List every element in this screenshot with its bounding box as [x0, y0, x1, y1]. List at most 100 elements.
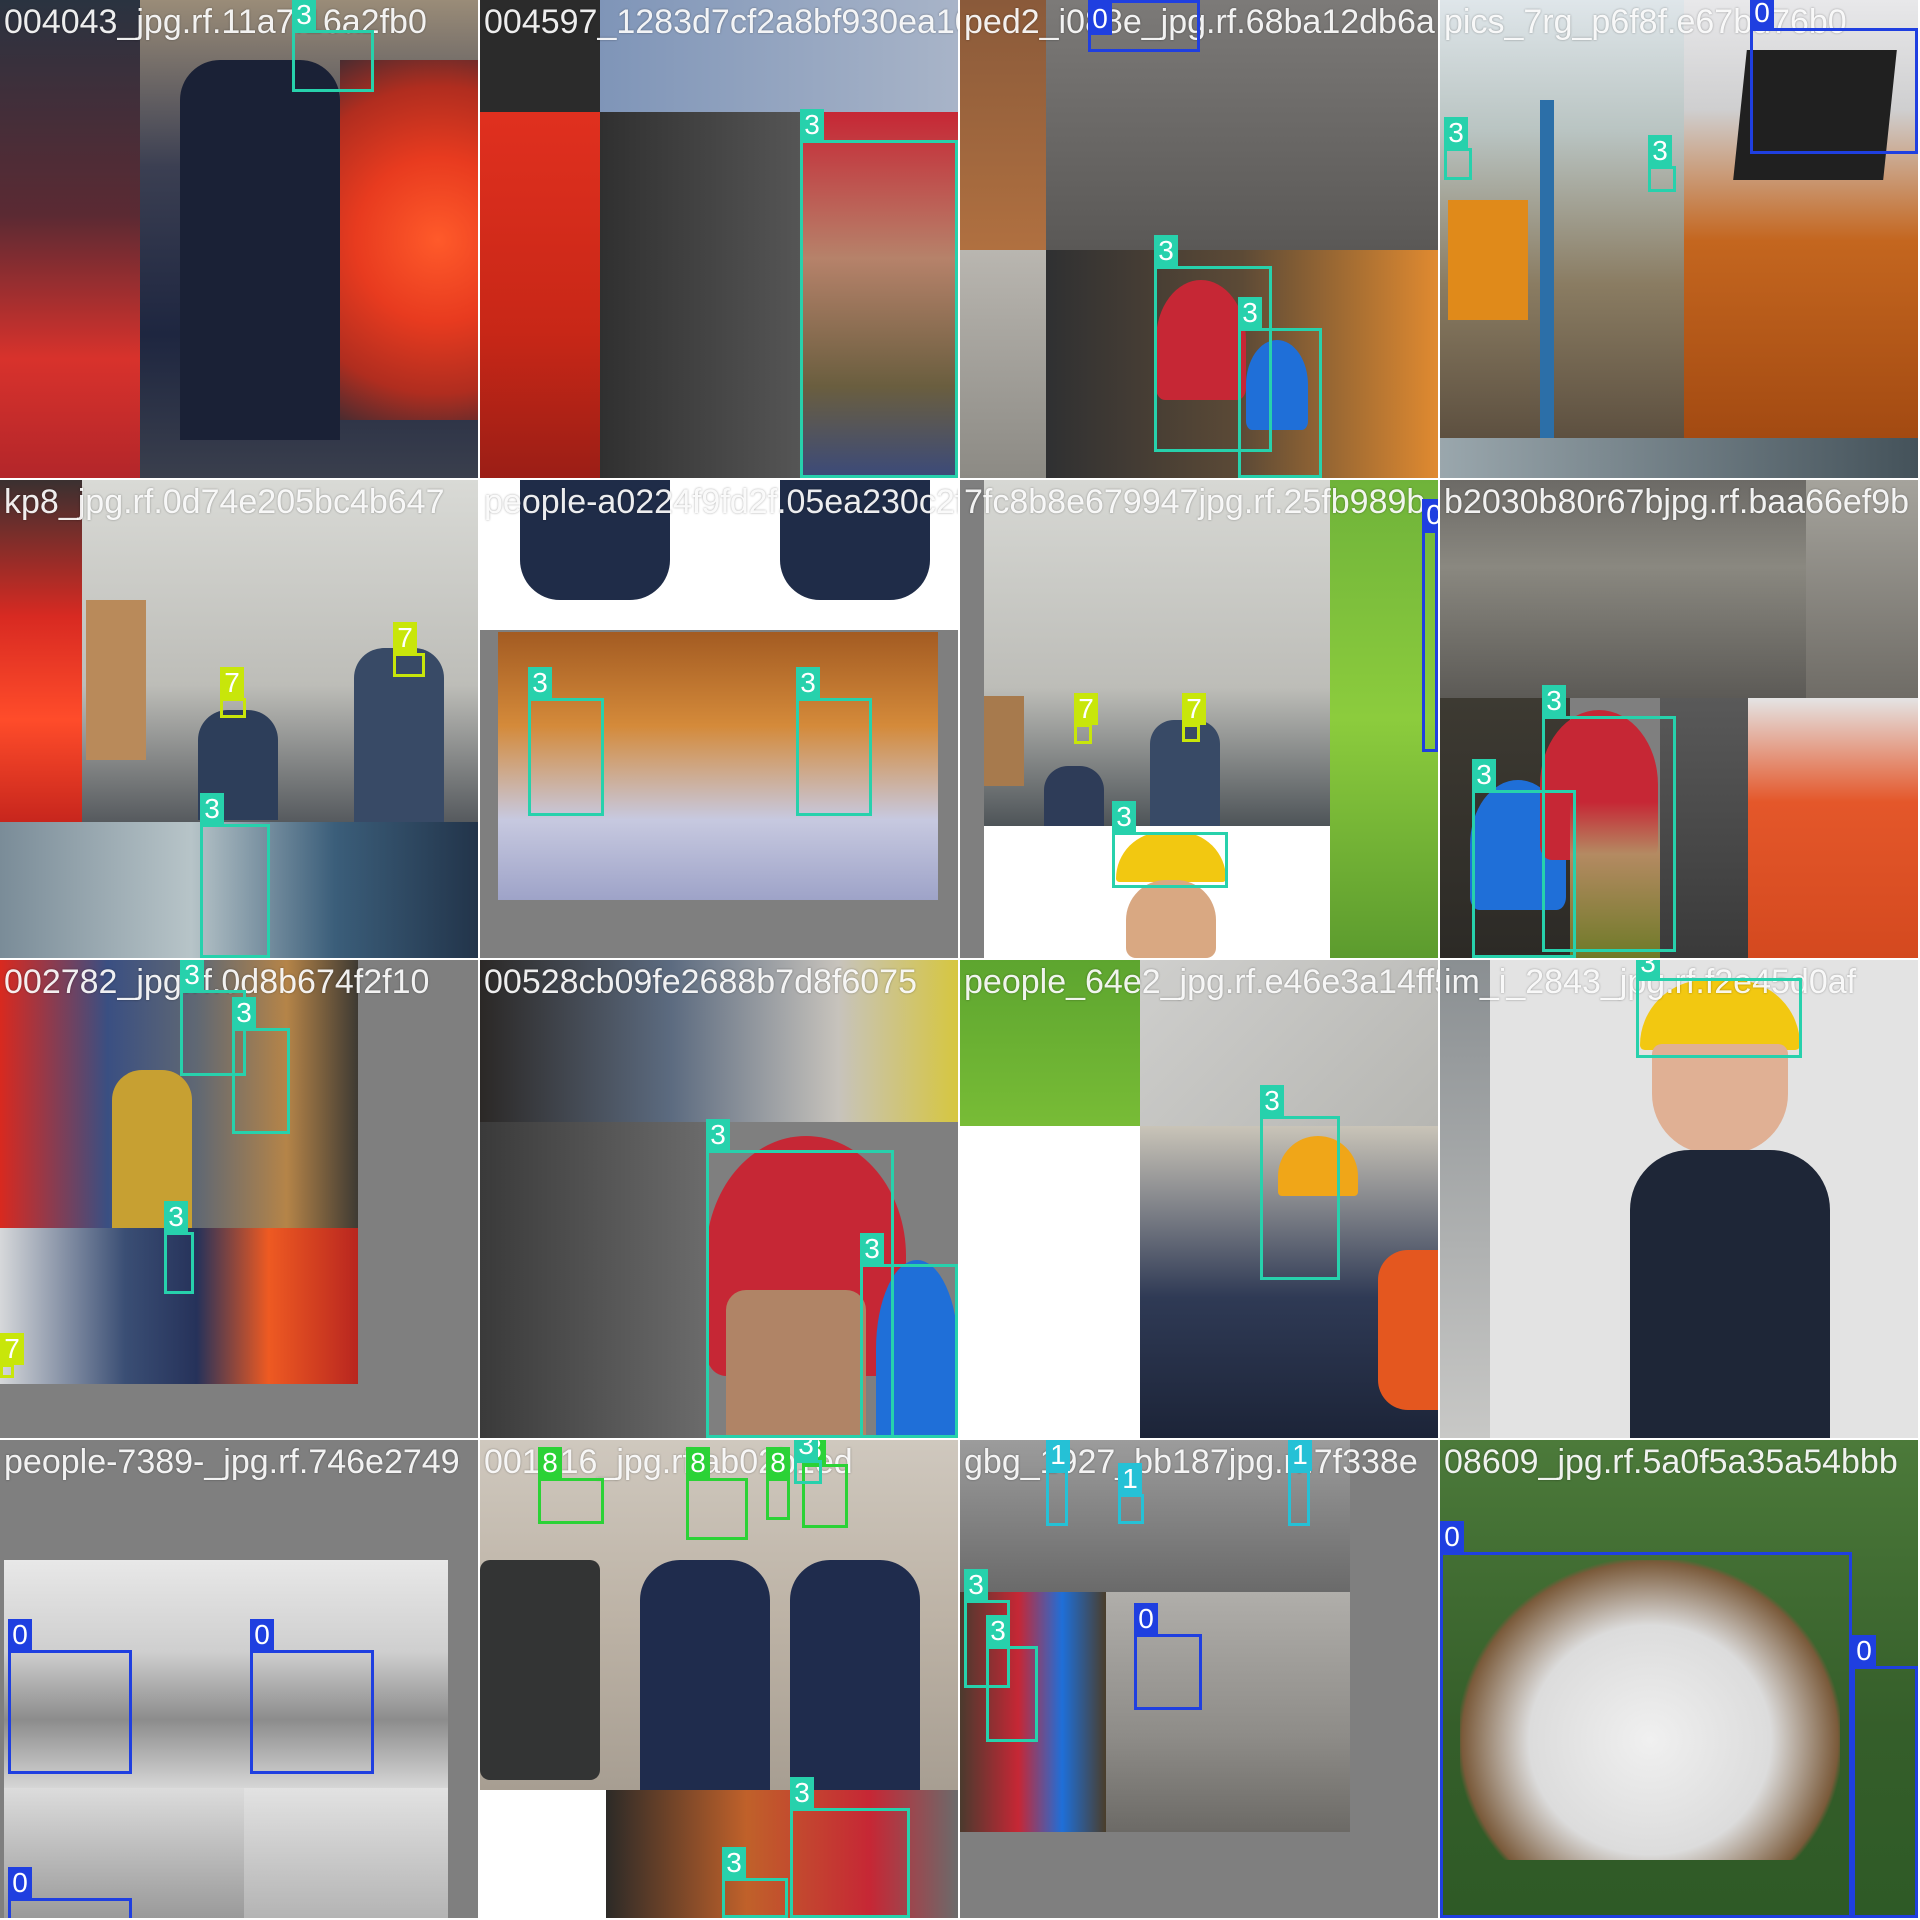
class-label: 0	[1852, 1635, 1876, 1667]
detection-box: 7	[0, 1333, 24, 1378]
mosaic-tile: pics_7rg_p6f8f.e67bd76b0 3 3 0	[1440, 0, 1918, 478]
detection-box: 3	[1648, 135, 1676, 192]
mosaic-tile: 002782_jpg.rf.0d8b674f2f10 3 3 3 7	[0, 960, 478, 1438]
detection-box: 8	[766, 1447, 790, 1520]
class-label: 8	[538, 1447, 562, 1479]
class-label: 1	[1288, 1440, 1312, 1471]
class-label: 3	[232, 997, 256, 1029]
detection-box: 3	[528, 667, 604, 816]
detection-box: 3	[1444, 117, 1472, 180]
mosaic-tile: kp8_jpg.rf.0d74e205bc4b647 7 7 3	[0, 480, 478, 958]
detection-box: 1	[1288, 1440, 1312, 1526]
detection-box: 0	[1088, 0, 1200, 52]
class-label: 3	[986, 1615, 1010, 1647]
class-label: 3	[860, 1233, 884, 1265]
detection-box: 8	[686, 1447, 748, 1540]
tile-filename: 00528cb09fe2688b7d8f6075	[484, 963, 917, 1001]
mosaic-tile: people-7389-_jpg.rf.746e2749 0 0 0	[0, 1440, 478, 1918]
tile-filename: kp8_jpg.rf.0d74e205bc4b647	[4, 483, 445, 521]
detection-box: 7	[1074, 693, 1098, 744]
tile-filename: 08609_jpg.rf.5a0f5a35a54bbb	[1444, 1443, 1898, 1481]
class-label: 3	[722, 1847, 746, 1879]
class-label: 7	[0, 1333, 24, 1365]
mosaic-tile: gbg_1927_bb187jpg.rf.7f338e 1 1 1 3 3 0	[960, 1440, 1438, 1918]
detection-box: 3	[232, 997, 290, 1134]
detection-box: 0	[1440, 1521, 1852, 1918]
mosaic-tile: b2030b80r67bjpg.rf.baa66ef9b 3 3	[1440, 480, 1918, 958]
detection-box: 0	[8, 1867, 132, 1918]
tile-filename: 004597_1283d7cf2a8bf930ea10	[484, 3, 958, 41]
detection-box: 3	[200, 793, 270, 958]
detection-box: 3	[722, 1847, 788, 1918]
tile-filename: people_64e2_jpg.rf.e46e3a14ff5b	[964, 963, 1438, 1001]
class-label: 7	[393, 622, 417, 654]
class-label: 3	[1472, 759, 1496, 791]
class-label: 8	[686, 1447, 710, 1479]
detection-box: 3	[1154, 235, 1272, 452]
detection-box: 3	[1112, 801, 1228, 888]
class-label: 8	[766, 1447, 790, 1479]
mosaic-tile: 00528cb09fe2688b7d8f6075 3 3	[480, 960, 958, 1438]
class-label: 3	[1648, 135, 1672, 167]
class-label: 7	[1074, 693, 1098, 725]
detection-box: 0	[8, 1619, 132, 1774]
detection-box: 3	[800, 109, 958, 478]
class-label: 3	[1636, 960, 1660, 979]
detection-box: 7	[393, 622, 425, 677]
class-label: 7	[1182, 693, 1206, 725]
detection-box: 3	[796, 667, 872, 816]
class-label: 3	[964, 1569, 988, 1601]
detection-box: 3	[164, 1201, 194, 1294]
class-label: 3	[200, 793, 224, 825]
tile-filename: gbg_1927_bb187jpg.rf.7f338e	[964, 1443, 1418, 1481]
class-label: 7	[220, 667, 244, 699]
detection-box: 3	[794, 1440, 822, 1484]
class-label: 3	[796, 667, 820, 699]
class-label: 3	[794, 1440, 818, 1461]
mosaic-tile: people-a0224f9fd2f.05ea230c2f 3 3	[480, 480, 958, 958]
class-label: 3	[790, 1777, 814, 1809]
detection-box: 1	[1118, 1463, 1144, 1524]
detection-box: 8	[538, 1447, 604, 1524]
detection-box: 3	[292, 0, 374, 92]
class-label: 0	[1088, 3, 1112, 35]
detection-box: 0	[1422, 499, 1438, 752]
detection-box: 3	[1636, 960, 1802, 1058]
mosaic-tile: 004043_jpg.rf.11a7f16a2fb0 3	[0, 0, 478, 478]
tile-filename: pics_7rg_p6f8f.e67bd76b0	[1444, 3, 1847, 41]
detection-box: 3	[1542, 685, 1676, 952]
mosaic-tile: im_i_2843_jpg.rf.f2e45d0af 3	[1440, 960, 1918, 1438]
detection-box: 7	[220, 667, 246, 718]
detection-box: 3	[1238, 297, 1322, 478]
class-label: 0	[1750, 0, 1774, 29]
class-label: 3	[1238, 297, 1262, 329]
class-label: 3	[800, 109, 824, 141]
mosaic-tile: 001516_jpg.rf.ab02b1ed 8 8 8 8 3 3 3	[480, 1440, 958, 1918]
class-label: 0	[1440, 1521, 1464, 1553]
detection-box: 0	[1750, 0, 1918, 154]
class-label: 1	[1046, 1440, 1070, 1471]
class-label: 3	[164, 1201, 188, 1233]
detection-box: 3	[706, 1119, 894, 1438]
class-label: 3	[1260, 1085, 1284, 1117]
class-label: 3	[1444, 117, 1468, 149]
tile-filename: 004043_jpg.rf.11a7f16a2fb0	[4, 3, 427, 41]
mosaic-tile: people_64e2_jpg.rf.e46e3a14ff5b 3	[960, 960, 1438, 1438]
class-label: 0	[1422, 499, 1438, 531]
class-label: 3	[1112, 801, 1136, 833]
tile-filename: b2030b80r67bjpg.rf.baa66ef9b	[1444, 483, 1910, 521]
detection-box: 3	[1472, 759, 1576, 958]
tile-filename: people-a0224f9fd2f.05ea230c2f	[484, 483, 958, 521]
class-label: 0	[8, 1867, 32, 1899]
mosaic-tile: ped2_i088e_jpg.rf.68ba12db6a 0 3 3	[960, 0, 1438, 478]
class-label: 0	[250, 1619, 274, 1651]
class-label: 1	[1118, 1463, 1142, 1495]
detection-box: 0	[1852, 1635, 1918, 1918]
class-label: 3	[706, 1119, 730, 1151]
class-label: 3	[292, 0, 316, 31]
tile-filename: 002782_jpg.rf.0d8b674f2f10	[4, 963, 430, 1001]
mosaic-tile: 08609_jpg.rf.5a0f5a35a54bbb 0 0	[1440, 1440, 1918, 1918]
detection-box: 0	[250, 1619, 374, 1774]
detection-box: 7	[1182, 693, 1206, 742]
